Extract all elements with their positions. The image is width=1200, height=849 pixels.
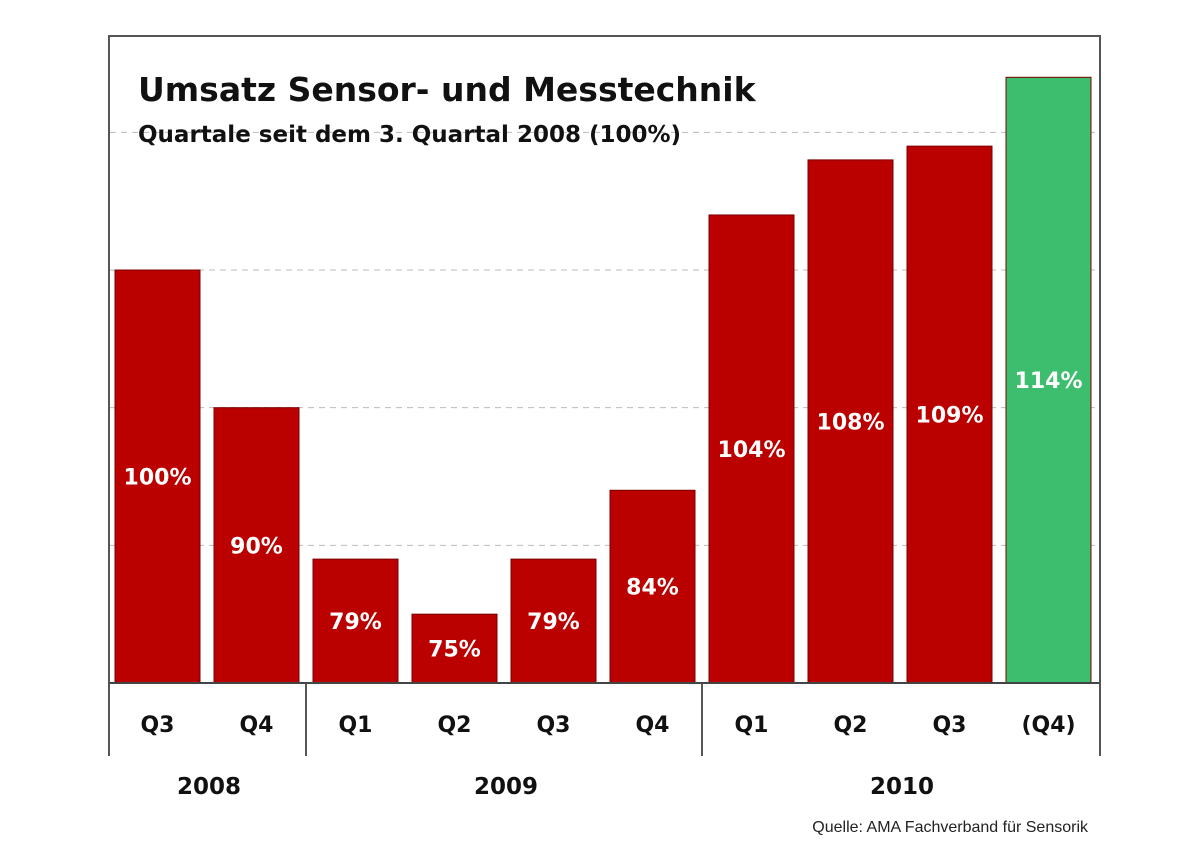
- x-tick-label: Q3: [140, 713, 174, 738]
- data-label: 100%: [124, 466, 192, 491]
- data-label: 104%: [718, 438, 786, 463]
- x-tick-label: (Q4): [1021, 713, 1075, 738]
- x-tick-label: Q4: [239, 713, 273, 738]
- data-label: 79%: [527, 610, 580, 635]
- data-label: 114%: [1015, 369, 1083, 394]
- x-tick-label: Q1: [338, 713, 372, 738]
- data-label: 90%: [230, 534, 283, 559]
- data-label: 75%: [428, 638, 481, 663]
- x-tick-label: Q3: [536, 713, 570, 738]
- bar: [1005, 76, 1092, 684]
- x-tick-label: Q4: [635, 713, 669, 738]
- data-label: 108%: [817, 410, 885, 435]
- year-label: 2008: [177, 774, 241, 800]
- x-tick-label: Q1: [734, 713, 768, 738]
- data-label: 109%: [916, 404, 984, 429]
- bar: [708, 214, 795, 684]
- x-tick-label: Q2: [437, 713, 471, 738]
- year-label: 2010: [870, 774, 934, 800]
- chart-title: Umsatz Sensor- und Messtechnik: [138, 70, 757, 109]
- source-note: Quelle: AMA Fachverband für Sensorik: [812, 819, 1089, 836]
- bar: [213, 407, 300, 684]
- bar: [312, 558, 399, 684]
- year-label: 2009: [474, 774, 538, 800]
- chart-subtitle: Quartale seit dem 3. Quartal 2008 (100%): [138, 122, 681, 148]
- bar: [906, 145, 993, 684]
- x-tick-label: Q2: [833, 713, 867, 738]
- bar: [807, 159, 894, 684]
- bar: [609, 489, 696, 684]
- data-label: 79%: [329, 610, 382, 635]
- data-label: 84%: [626, 576, 679, 601]
- x-tick-label: Q3: [932, 713, 966, 738]
- bar: [114, 269, 201, 684]
- bar: [411, 613, 498, 684]
